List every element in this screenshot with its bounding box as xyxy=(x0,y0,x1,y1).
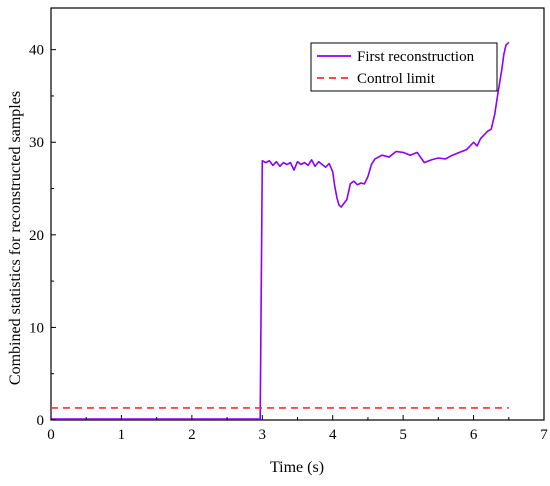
y-tick-label: 20 xyxy=(29,228,44,244)
series-line-first-reconstruction xyxy=(51,41,510,420)
y-tick-label: 40 xyxy=(29,43,44,59)
x-tick-label: 4 xyxy=(329,427,337,443)
x-tick-label: 5 xyxy=(399,427,407,443)
x-tick-label: 1 xyxy=(118,427,126,443)
legend-box xyxy=(310,42,498,92)
x-axis-label: Time (s) xyxy=(270,459,324,476)
x-tick-label: 3 xyxy=(259,427,267,443)
y-tick-label: 30 xyxy=(29,135,44,151)
legend-label: First reconstruction xyxy=(357,49,475,65)
x-tick-label: 2 xyxy=(188,427,196,443)
y-tick-label: 10 xyxy=(29,320,44,336)
x-tick-label: 0 xyxy=(47,427,55,443)
legend-label: Control limit xyxy=(357,71,436,87)
y-tick-label: 0 xyxy=(37,413,45,429)
x-tick-label: 6 xyxy=(470,427,478,443)
y-axis-label: Combined statistics for reconstructed sa… xyxy=(7,91,24,385)
x-tick-label: 7 xyxy=(540,427,548,443)
